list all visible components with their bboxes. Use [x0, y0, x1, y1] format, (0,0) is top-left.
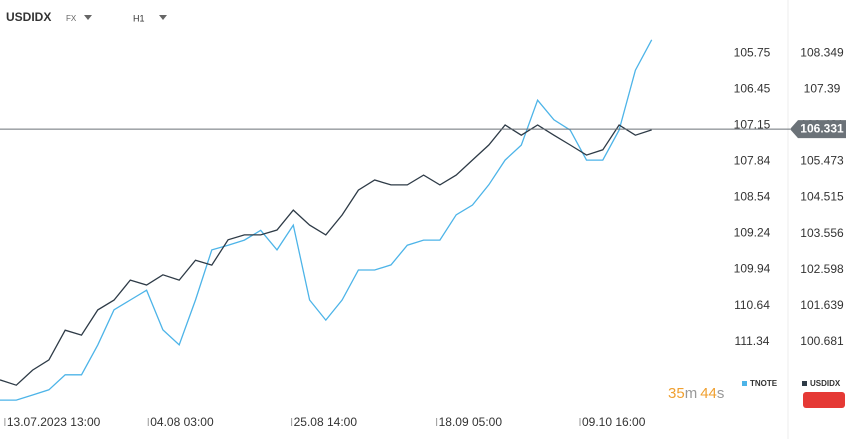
timer-seconds: 44	[700, 385, 717, 402]
y2-tick-label: 100.681	[800, 334, 844, 348]
x-tick-label: 25.08 14:00	[294, 415, 358, 429]
timer-minutes-unit: m	[685, 385, 698, 402]
y-tick-label: 108.54	[734, 189, 771, 203]
timer-seconds-unit: s	[717, 385, 725, 402]
symbol[interactable]: USDIDX	[6, 10, 51, 24]
timeframe-dropdown[interactable]	[159, 15, 167, 20]
y-tick-label: 110.64	[734, 298, 770, 312]
action-button[interactable]	[803, 392, 845, 408]
y-tick-label: 109.24	[734, 226, 771, 240]
series-line	[0, 124, 652, 386]
y2-tick-label: 105.473	[800, 154, 844, 168]
y2-tick-label: 103.556	[800, 226, 844, 240]
current-price-label: 106.331	[800, 121, 844, 135]
y-tick-label: 111.34	[735, 334, 770, 348]
y-tick-label: 107.84	[734, 153, 771, 167]
y-tick-label: 107.15	[734, 118, 771, 132]
timeframe[interactable]: H1	[133, 13, 145, 23]
x-tick-label: 04.08 03:00	[150, 415, 214, 429]
y2-tick-label: 107.39	[804, 81, 841, 95]
timer-minutes: 35	[668, 385, 685, 402]
y2-tick-label: 104.515	[800, 190, 844, 204]
y-tick-label: 105.75	[734, 45, 771, 59]
series-line	[0, 39, 653, 401]
legend-label: TNOTE	[750, 379, 778, 388]
market: FX	[66, 14, 77, 23]
x-tick-label: 09.10 16:00	[582, 415, 646, 429]
y2-tick-label: 108.349	[800, 45, 844, 59]
legend-swatch	[742, 381, 747, 386]
y2-tick-label: 102.598	[800, 262, 844, 276]
y-tick-label: 106.45	[734, 81, 771, 95]
x-tick-label: 18.09 05:00	[439, 415, 503, 429]
symbol-dropdown[interactable]	[84, 15, 92, 20]
legend-swatch	[802, 381, 807, 386]
timer: 35m 44s	[668, 385, 724, 402]
y-tick-label: 109.94	[734, 262, 771, 276]
legend-label: USDIDX	[810, 379, 841, 388]
y2-tick-label: 101.639	[800, 298, 844, 312]
current-price-box	[790, 120, 846, 139]
x-tick-label: 13.07.2023 13:00	[7, 415, 101, 429]
